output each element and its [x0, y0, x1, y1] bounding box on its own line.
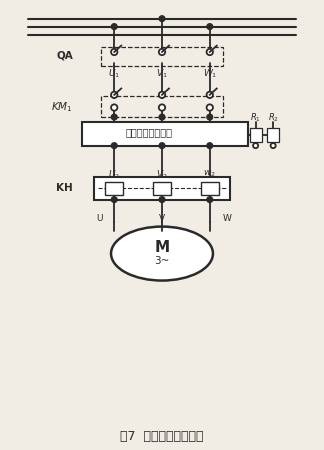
Circle shape — [207, 49, 213, 55]
Circle shape — [253, 143, 258, 148]
Circle shape — [159, 197, 165, 202]
Ellipse shape — [111, 227, 213, 280]
Text: W: W — [223, 214, 231, 223]
Text: $V_1$: $V_1$ — [156, 68, 168, 81]
Text: $w_2$: $w_2$ — [203, 168, 216, 179]
Text: $R_2$: $R_2$ — [268, 112, 279, 124]
Circle shape — [207, 143, 213, 148]
Text: 3~: 3~ — [154, 256, 170, 266]
Text: $KM_1$: $KM_1$ — [51, 101, 73, 114]
Circle shape — [111, 197, 117, 202]
Circle shape — [159, 92, 165, 98]
Text: $W_1$: $W_1$ — [202, 68, 217, 81]
Bar — [153, 182, 171, 195]
Circle shape — [159, 104, 165, 111]
Circle shape — [159, 49, 165, 55]
Text: QA: QA — [56, 50, 73, 60]
Circle shape — [111, 49, 117, 55]
Text: KH: KH — [56, 184, 73, 194]
Circle shape — [207, 104, 213, 111]
Text: 图7  不带旁路的一次图: 图7 不带旁路的一次图 — [120, 430, 204, 443]
FancyBboxPatch shape — [82, 122, 248, 146]
Circle shape — [111, 104, 117, 111]
Text: $V_2$: $V_2$ — [156, 168, 168, 181]
Circle shape — [207, 114, 213, 120]
Circle shape — [111, 92, 117, 98]
Bar — [267, 128, 279, 143]
Circle shape — [207, 197, 213, 202]
Circle shape — [207, 24, 213, 29]
Circle shape — [159, 143, 165, 148]
Text: $U_1$: $U_1$ — [108, 68, 120, 81]
Circle shape — [111, 114, 117, 120]
Circle shape — [271, 143, 276, 148]
Text: V: V — [159, 214, 165, 223]
Bar — [201, 182, 219, 195]
Circle shape — [111, 24, 117, 29]
Circle shape — [207, 92, 213, 98]
Text: $R_1$: $R_1$ — [250, 112, 261, 124]
Text: M: M — [155, 240, 169, 255]
Text: $U_2$: $U_2$ — [108, 168, 120, 181]
Bar — [105, 182, 123, 195]
Circle shape — [159, 16, 165, 22]
Text: 电动机软启动装置: 电动机软启动装置 — [126, 127, 173, 138]
Circle shape — [159, 114, 165, 120]
FancyBboxPatch shape — [94, 177, 230, 200]
Text: U: U — [97, 214, 103, 223]
Circle shape — [111, 143, 117, 148]
Bar — [249, 128, 262, 143]
